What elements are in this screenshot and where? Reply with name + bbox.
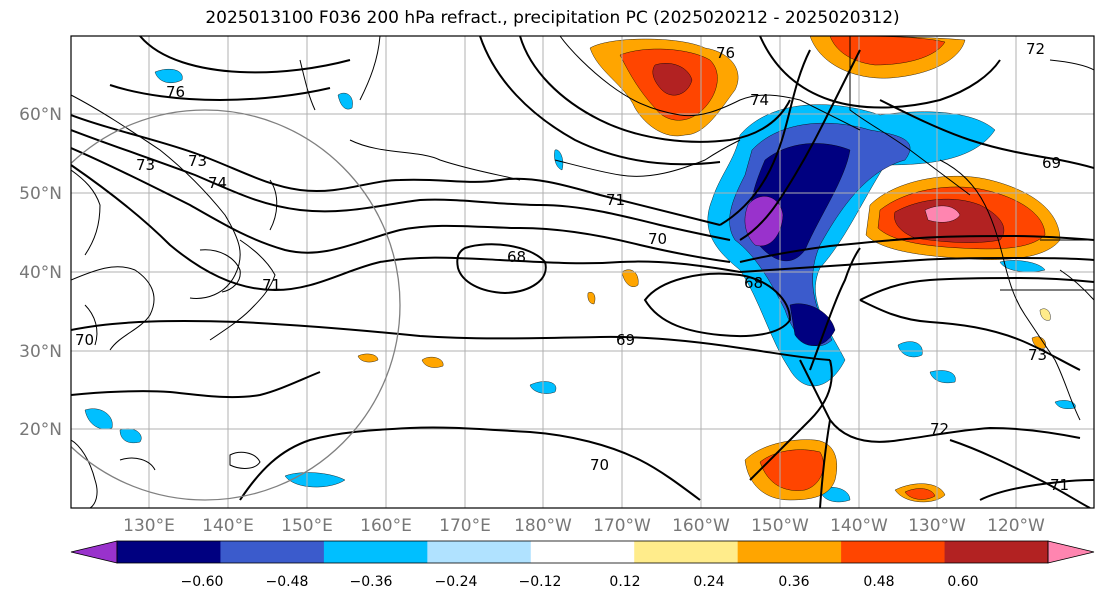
longitude-labels: 130°E 140°E 150°E 160°E 170°E 180°W 170°… xyxy=(123,516,1045,536)
map-title: 2025013100 F036 200 hPa refract., precip… xyxy=(205,8,900,28)
colorbar-right-extend xyxy=(1047,540,1095,564)
contour-label: 70 xyxy=(75,331,94,349)
refractivity-contours xyxy=(71,36,1094,508)
contour-label: 73 xyxy=(188,152,207,170)
lon-label: 160°W xyxy=(672,516,730,536)
lat-label-30n: 30°N xyxy=(19,342,62,362)
lon-label: 130°W xyxy=(908,516,966,536)
colorbar-segment xyxy=(841,541,946,563)
map-frame xyxy=(70,35,1095,509)
colorbar-tick-label: −0.36 xyxy=(350,574,393,590)
contour-label-group: 76 76 74 73 74 73 71 70 68 68 69 72 70 6… xyxy=(75,40,1069,494)
lon-label: 120°W xyxy=(987,516,1045,536)
map-panel: 76 76 74 73 74 73 71 70 68 68 69 72 70 6… xyxy=(71,36,1094,508)
contour-label: 69 xyxy=(616,331,635,349)
colorbar-segment xyxy=(117,541,221,563)
colorbar-segment xyxy=(634,541,739,563)
lon-label: 180°W xyxy=(514,516,572,536)
colorbar-tick-label: −0.48 xyxy=(266,574,309,590)
lat-label-40n: 40°N xyxy=(19,263,62,283)
colorbar-tick-label: 0.12 xyxy=(609,574,640,590)
contour-label: 76 xyxy=(166,83,185,101)
lon-label: 150°E xyxy=(281,516,333,536)
colorbar-segment xyxy=(323,541,428,563)
colorbar-tick-label: 0.36 xyxy=(778,574,809,590)
lat-label-50n: 50°N xyxy=(19,184,62,204)
colorbar-tick-label: −0.12 xyxy=(519,574,562,590)
coastlines xyxy=(71,36,1094,508)
colorbar-tick-label: 0.60 xyxy=(947,574,978,590)
colorbar-tick-label: −0.24 xyxy=(435,574,478,590)
contour-label: 68 xyxy=(507,248,526,266)
colorbar-segment xyxy=(944,541,1049,563)
colorbar-segment xyxy=(427,541,532,563)
colorbar-segment xyxy=(737,541,842,563)
contour-label: 73 xyxy=(136,156,155,174)
lon-label: 130°E xyxy=(123,516,175,536)
contour-label: 74 xyxy=(208,174,227,192)
colorbar-tick-label: −0.60 xyxy=(181,574,224,590)
colorbar-segments xyxy=(117,541,1049,563)
contour-label: 70 xyxy=(648,230,667,248)
contour-label: 71 xyxy=(262,276,281,294)
gridlines xyxy=(71,36,1094,508)
contour-label: 74 xyxy=(750,91,769,109)
lon-label: 160°E xyxy=(360,516,412,536)
lon-label: 170°E xyxy=(439,516,491,536)
contour-label: 68 xyxy=(744,274,763,292)
lat-label-20n: 20°N xyxy=(19,420,62,440)
latitude-labels: 60°N 50°N 40°N 30°N 20°N xyxy=(19,105,62,440)
contour-label: 69 xyxy=(1042,154,1061,172)
distance-ring xyxy=(71,109,401,501)
colorbar-segment xyxy=(220,541,325,563)
lat-label-60n: 60°N xyxy=(19,105,62,125)
contour-label: 72 xyxy=(1026,40,1045,58)
colorbar: −0.60 −0.48 −0.36 −0.24 −0.12 0.12 0.24 … xyxy=(70,540,1095,590)
colorbar-tick-label: 0.48 xyxy=(863,574,894,590)
contour-label: 70 xyxy=(590,456,609,474)
colorbar-left-extend xyxy=(70,540,118,564)
colorbar-ticks: −0.60 −0.48 −0.36 −0.24 −0.12 0.12 0.24 … xyxy=(181,574,979,590)
contour-label: 73 xyxy=(1028,346,1047,364)
lon-label: 140°W xyxy=(830,516,888,536)
lon-label: 140°E xyxy=(202,516,254,536)
contour-label: 76 xyxy=(716,44,735,62)
lon-label: 150°W xyxy=(751,516,809,536)
colorbar-segment xyxy=(530,541,635,563)
lon-label: 170°W xyxy=(593,516,651,536)
contour-label: 71 xyxy=(1050,476,1069,494)
contour-label: 72 xyxy=(930,420,949,438)
colorbar-tick-label: 0.24 xyxy=(693,574,724,590)
colorbar-frame xyxy=(116,540,1049,564)
contour-label: 71 xyxy=(606,191,625,209)
